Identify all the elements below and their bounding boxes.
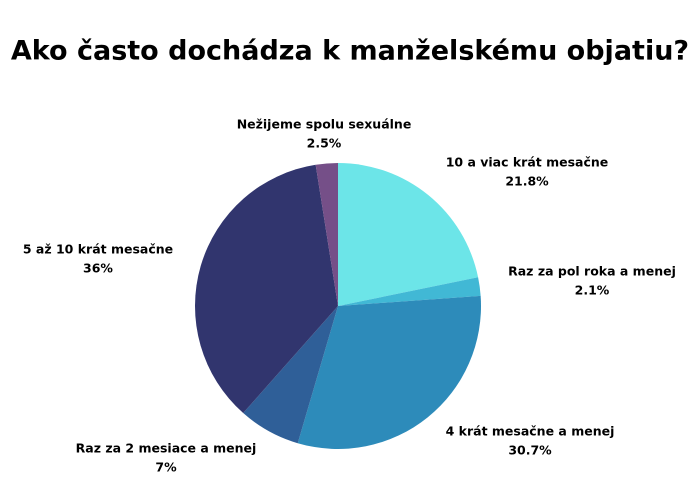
pie-slice (338, 277, 481, 306)
pie-slice (297, 295, 481, 449)
chart-title: Ako často dochádza k manželskému objatiu… (11, 36, 689, 67)
slice-value-label: 2.5% (307, 136, 342, 151)
pie-slice (243, 306, 338, 444)
pie-slice (338, 163, 479, 306)
slice-label: Raz za pol roka a menej (508, 264, 676, 279)
slice-value-label: 7% (155, 460, 177, 475)
slice-label: Nežijeme spolu sexuálne (237, 117, 412, 132)
slice-value-label: 30.7% (508, 443, 552, 458)
slice-value-label: 36% (83, 261, 113, 276)
pie-slice (195, 164, 338, 414)
slice-label: 4 krát mesačne a menej (446, 424, 615, 439)
pie-slice (315, 163, 338, 306)
slice-label: Raz za 2 mesiace a menej (76, 441, 257, 456)
slice-label: 5 až 10 krát mesačne (23, 242, 173, 257)
slice-label: 10 a viac krát mesačne (446, 155, 609, 170)
slice-value-label: 2.1% (575, 283, 610, 298)
slice-value-label: 21.8% (505, 174, 549, 189)
